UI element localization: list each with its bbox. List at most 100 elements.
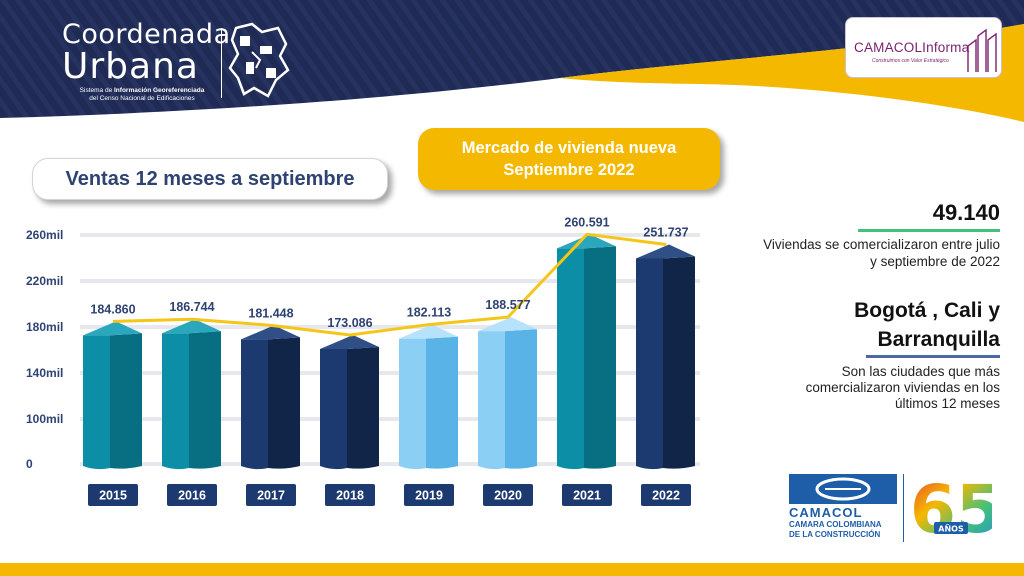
bar-front — [320, 348, 347, 470]
x-tick-box — [641, 484, 691, 506]
mercado-vivienda-title: Mercado de vivienda nueva Septiembre 202… — [418, 128, 720, 190]
camacol-fullname-line2: DE LA CONSTRUCCIÓN — [789, 530, 881, 539]
logo-sub-prefix: Sistema de — [79, 87, 114, 94]
bar-2019 — [399, 324, 458, 470]
bar-front — [478, 331, 505, 470]
x-tick-label: 2019 — [415, 489, 443, 503]
chart-trend-line — [112, 232, 667, 337]
65-years-logo: 65 AÑOS — [910, 471, 992, 546]
bar-front — [162, 333, 189, 470]
logo-sub-bold: Información Georeferenciada — [114, 87, 205, 94]
data-label: 251.737 — [643, 226, 688, 240]
bar-top — [83, 321, 142, 336]
trend-line — [112, 232, 667, 337]
chart-data-labels: 184.860 186.744 181.448 173.086 182.113 188.5… — [90, 215, 688, 330]
x-tick-box — [562, 484, 612, 506]
x-tick-label: 2018 — [336, 489, 364, 503]
logo-sub-line2: del Censo Nacional de Edificaciones — [89, 95, 195, 102]
x-tick-2022: 2022 — [641, 484, 691, 506]
x-tick-label: 2021 — [573, 489, 601, 503]
camacol-informa-logo: CAMACOLInforma Construimos con Valor Est… — [845, 17, 1002, 78]
bottom-yellow-bar — [0, 563, 1024, 576]
mercado-title-line2: Septiembre 2022 — [503, 161, 635, 179]
top-cities-description: Son las ciudades que más comercializaron… — [805, 364, 1000, 411]
y-tick-label: 0 — [26, 457, 33, 471]
data-label: 260.591 — [564, 215, 609, 229]
x-tick-label: 2020 — [494, 489, 522, 503]
logo-line1: Coordenada — [62, 19, 231, 50]
x-tick-box — [404, 484, 454, 506]
data-label: 182.113 — [407, 306, 452, 320]
bar-top — [636, 244, 695, 259]
x-tick-box — [246, 484, 296, 506]
mercado-title-line1: Mercado de vivienda nueva — [461, 139, 677, 157]
data-label: 184.860 — [90, 302, 135, 316]
bar-side — [663, 256, 695, 469]
bar-side — [110, 333, 142, 469]
coordenada-urbana-logo: Coordenada Urbana Sistema de Información… — [62, 20, 231, 103]
camacol-wordmark: CAMACOL — [789, 505, 863, 520]
bar-front — [83, 335, 110, 470]
x-tick-box — [88, 484, 138, 506]
x-tick-2016: 2016 — [167, 484, 217, 506]
x-tick-2021: 2021 — [562, 484, 612, 506]
logo-divider — [221, 28, 222, 98]
bar-side — [584, 246, 616, 469]
y-tick-label: 180mil — [26, 320, 63, 334]
bar-top — [320, 334, 379, 349]
x-tick-label: 2022 — [652, 489, 680, 503]
blue-divider — [866, 355, 1000, 358]
x-tick-box — [325, 484, 375, 506]
bar-side — [268, 337, 300, 469]
x-tick-box — [483, 484, 533, 506]
bar-2021 — [557, 234, 616, 470]
y-tick-label: 220mil — [26, 274, 63, 288]
bar-side — [189, 331, 221, 469]
ventas-title: Ventas 12 meses a septiembre — [32, 158, 388, 200]
x-tick-2015: 2015 — [88, 484, 138, 506]
x-tick-2020: 2020 — [483, 484, 533, 506]
data-label: 186.744 — [169, 300, 214, 314]
bar-side — [426, 336, 458, 469]
green-divider — [858, 229, 1000, 232]
camacol-emblem-icon — [815, 477, 871, 501]
chart-bars — [83, 234, 695, 470]
y-tick-label: 260mil — [26, 228, 63, 242]
map-icon — [228, 22, 290, 98]
x-tick-2019: 2019 — [404, 484, 454, 506]
data-label: 188.577 — [485, 298, 530, 312]
camacol-emblem — [789, 474, 897, 504]
x-tick-2017: 2017 — [246, 484, 296, 506]
bar-2016 — [162, 319, 221, 470]
bar-front — [399, 338, 426, 470]
bar-2015 — [83, 321, 142, 470]
logo-line2: Urbana — [62, 46, 199, 87]
y-tick-label: 140mil — [26, 366, 63, 380]
bar-2020 — [478, 317, 537, 470]
anniversary-word: AÑOS — [938, 524, 964, 534]
x-tick-label: 2015 — [99, 489, 127, 503]
bar-front — [241, 339, 268, 470]
x-tick-box — [167, 484, 217, 506]
bar-side — [505, 329, 537, 469]
top-cities: Bogotá , Cali y Barranquilla — [780, 296, 1000, 354]
bar-top — [399, 324, 458, 339]
bar-top — [557, 234, 616, 249]
total-sales-number: 49.140 — [932, 200, 1000, 225]
chart-x-axis: 2015 2016 2017 2018 2019 2020 2021 2022 — [88, 484, 691, 506]
x-tick-2018: 2018 — [325, 484, 375, 506]
anniversary-number: 65 — [910, 471, 992, 546]
bar-side — [347, 346, 379, 469]
logo-subtitle: Sistema de Información Georeferenciada d… — [62, 87, 222, 103]
bar-2022 — [636, 244, 695, 470]
data-label: 181.448 — [248, 306, 293, 320]
bar-2017 — [241, 325, 300, 470]
bar-top — [478, 317, 537, 332]
bar-2018 — [320, 334, 379, 470]
x-tick-label: 2016 — [178, 489, 206, 503]
data-label: 173.086 — [327, 316, 372, 330]
bar-top — [162, 319, 221, 334]
x-tick-label: 2017 — [257, 489, 285, 503]
bar-front — [557, 248, 584, 470]
